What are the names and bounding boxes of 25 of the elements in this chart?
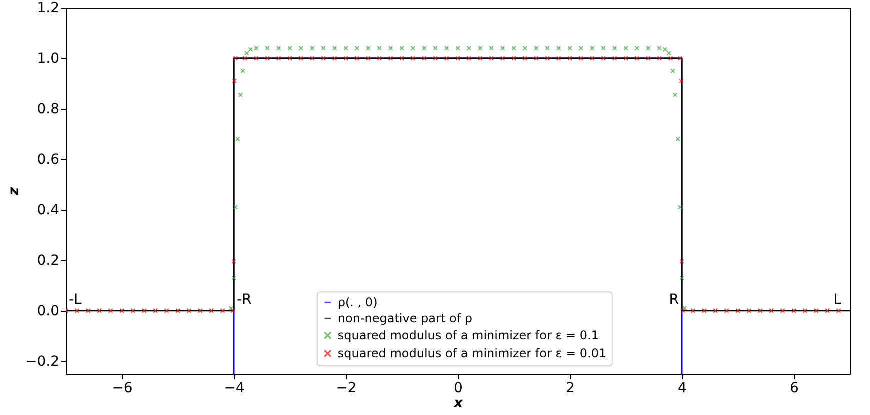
- y-tick-label: 0.4: [37, 202, 60, 218]
- x-tick-label: −6: [112, 380, 133, 396]
- legend-label: non-negative part of ρ: [338, 312, 472, 326]
- y-tick-label: 0.8: [37, 101, 60, 118]
- legend-label: squared modulus of a minimizer for ε = 0.01: [338, 346, 607, 361]
- y-tick-label: 1.2: [37, 0, 60, 16]
- x-tick-label: −2: [336, 380, 357, 396]
- y-tick-label: 0.6: [37, 152, 60, 168]
- annotation: L: [834, 292, 842, 308]
- y-tick-label: −0.2: [26, 354, 60, 370]
- legend-label: squared modulus of a minimizer for ε = 0.1: [338, 328, 599, 343]
- y-tick-label: 0.0: [37, 303, 60, 320]
- x-tick-label: 2: [566, 380, 575, 396]
- annotation: R: [669, 292, 680, 308]
- y-tick-label: 0.2: [37, 252, 60, 269]
- annotation: -L: [69, 292, 82, 308]
- annotation: -R: [237, 292, 252, 308]
- x-axis-title: x: [452, 396, 464, 412]
- y-tick-label: 1.0: [37, 50, 60, 67]
- x-tick-label: 6: [790, 380, 800, 396]
- y-axis-title: z: [6, 186, 23, 197]
- x-tick-label: 4: [678, 380, 688, 396]
- x-tick-label: 0: [454, 380, 463, 396]
- x-tick-label: −4: [224, 380, 245, 396]
- legend-label: ρ(. , 0): [338, 296, 378, 310]
